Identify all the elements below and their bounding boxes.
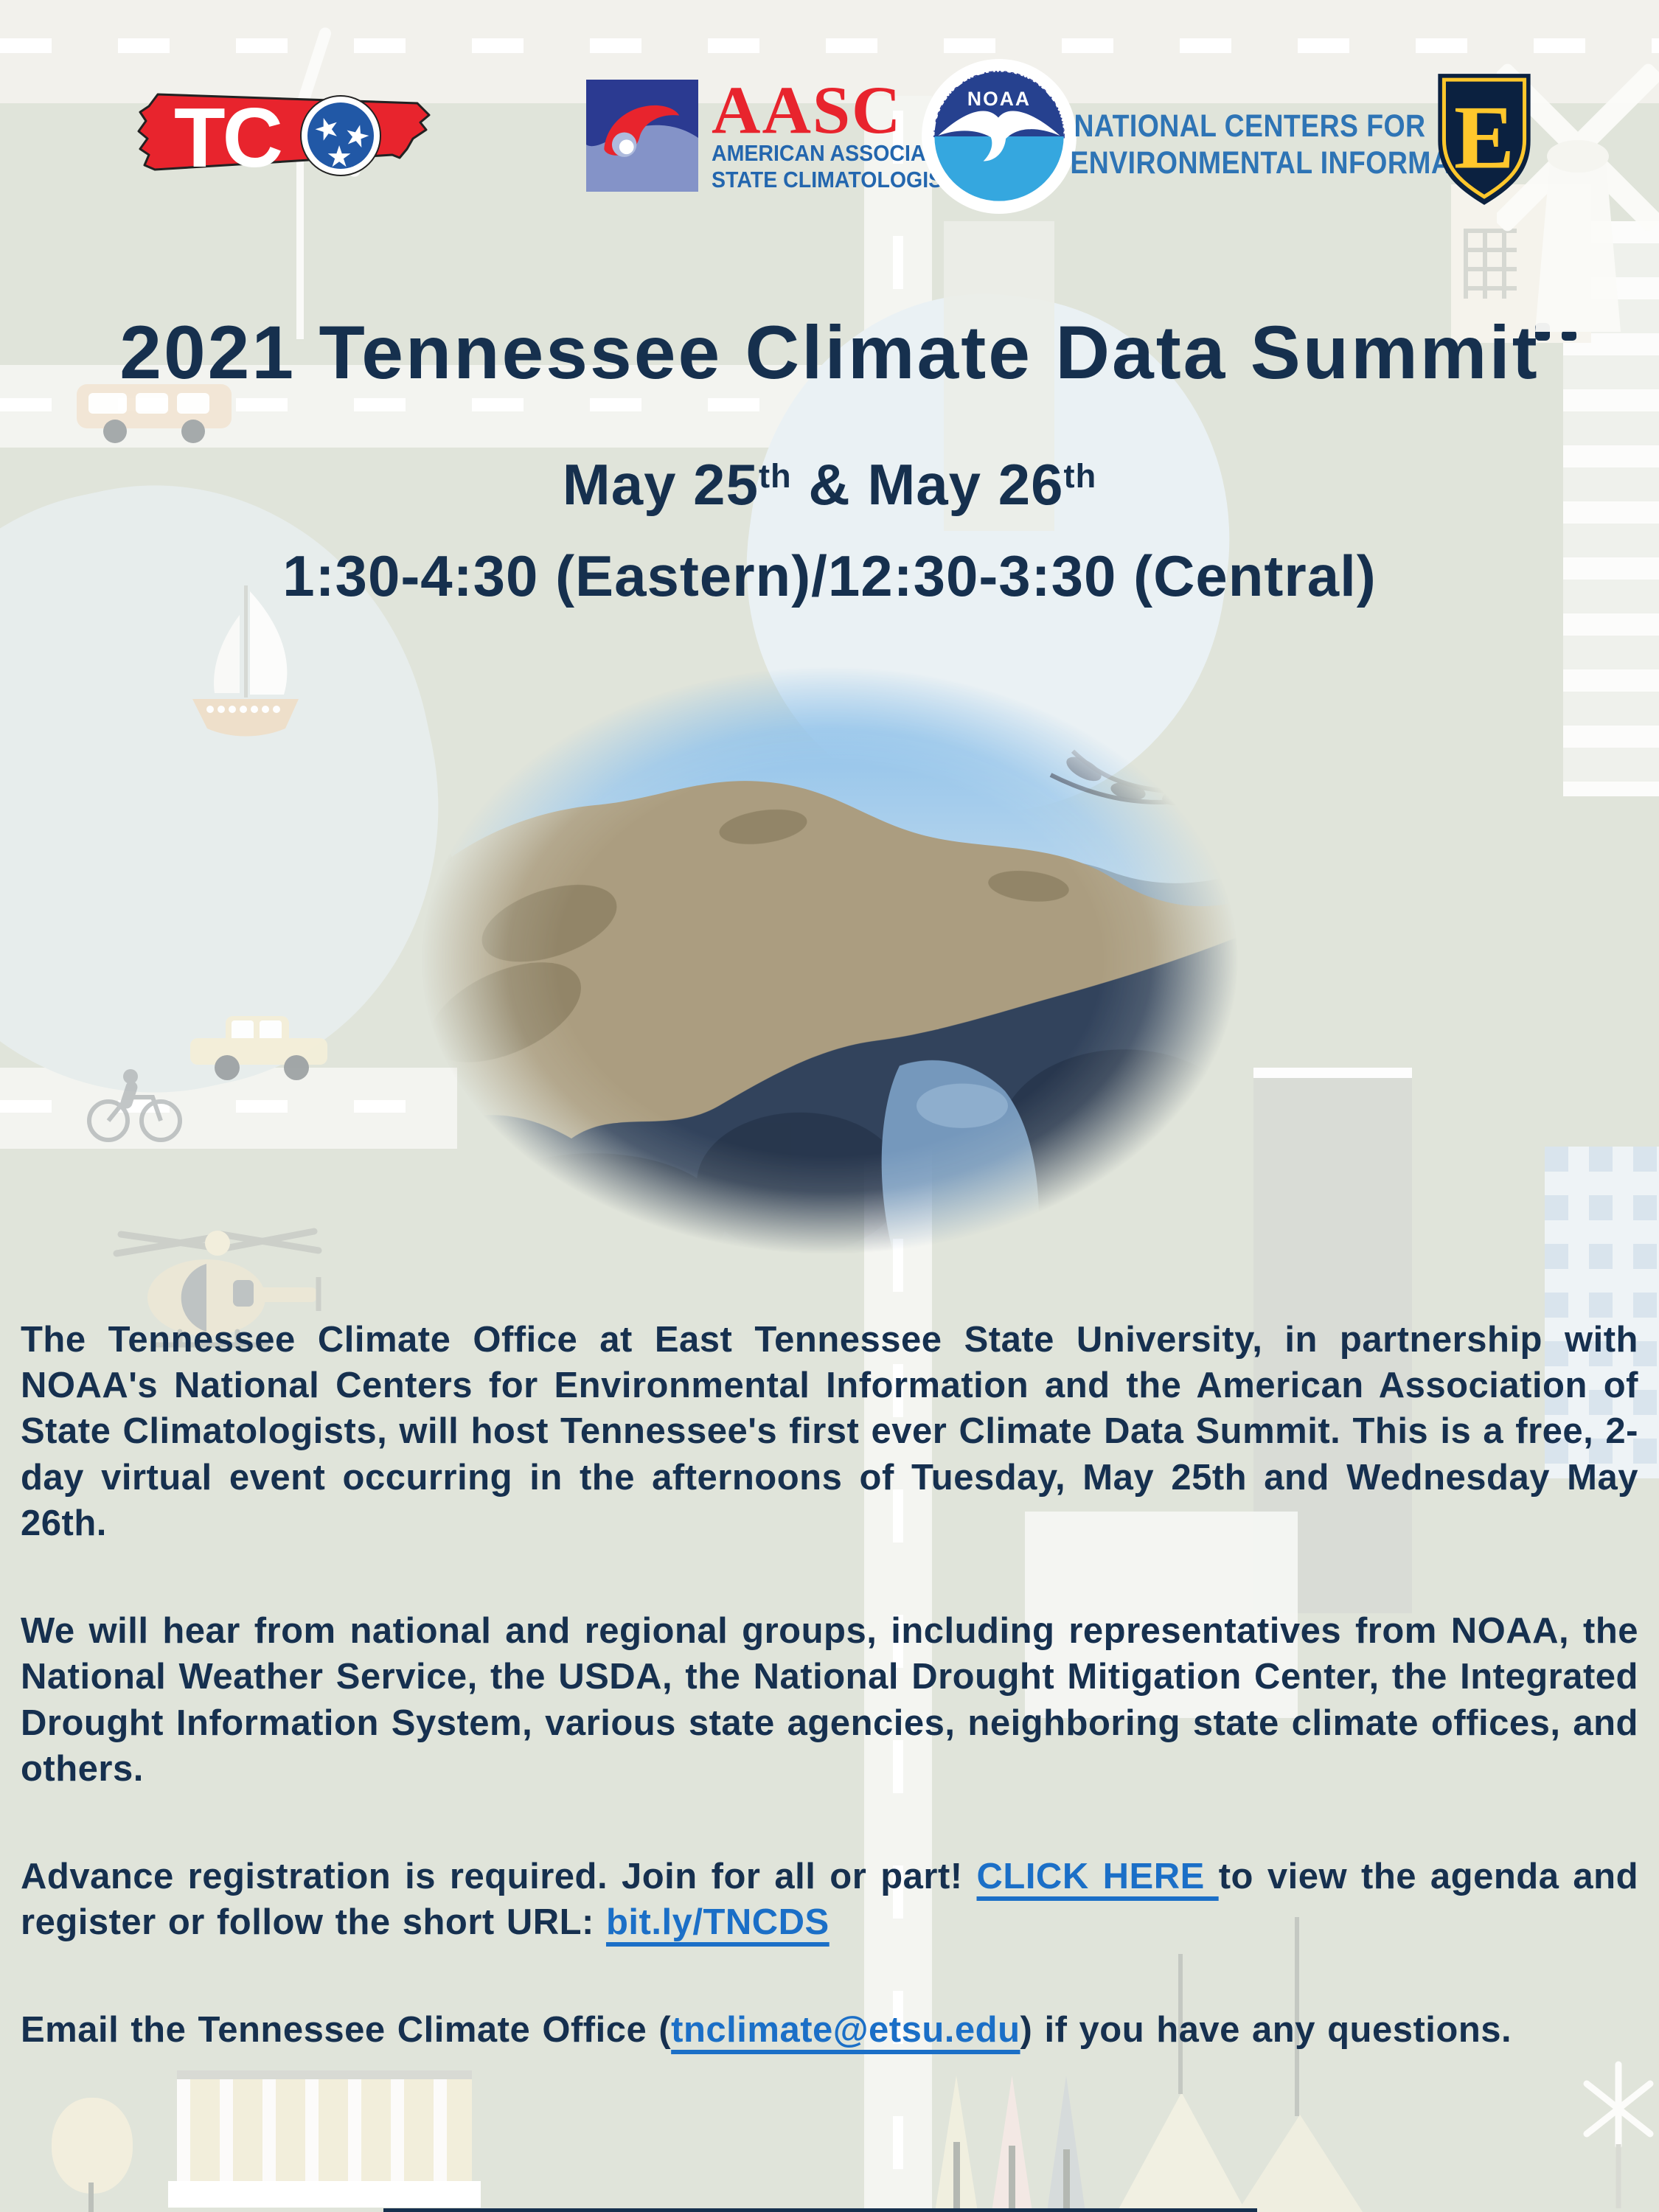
paragraph-speakers: We will hear from national and regional … xyxy=(21,1611,1638,1789)
svg-text:★: ★ xyxy=(326,141,352,173)
building-right-windows xyxy=(1545,1147,1659,1478)
event-times: 1:30-4:30 (Eastern)/12:30-3:30 (Central) xyxy=(282,543,1377,608)
noaa-seagull-icon xyxy=(938,111,1060,161)
email-text-post: ) if you have any questions. xyxy=(1020,2010,1512,2051)
noaa-logo: NATIONAL OCEANIC AND ATMOSPHERIC ADMINIS… xyxy=(920,58,1077,214)
car-icon xyxy=(190,1016,327,1080)
windmill-icon xyxy=(1497,63,1659,332)
noaa-sea-half xyxy=(934,136,1064,201)
ncei-line1: NATIONAL CENTERS FOR xyxy=(1074,108,1426,144)
tree-pine-branch-2 xyxy=(1295,1917,1299,2116)
building-white-mid-right xyxy=(1025,1512,1298,1718)
house-bottom-left-base xyxy=(168,2181,481,2208)
tree-thin-yellow-trunk xyxy=(953,2142,960,2212)
tree-thin-gray-trunk xyxy=(1063,2149,1070,2212)
noaa-wordmark: NOAA xyxy=(967,88,1031,110)
tree-pine-branch xyxy=(1178,1954,1183,2094)
ncei-line2: ENVIRONMENTAL INFORMATION xyxy=(1070,145,1517,181)
building-faint-center xyxy=(944,221,1054,531)
etsu-logo: E xyxy=(1438,74,1531,205)
date-part2: & May 26 xyxy=(791,452,1064,517)
tree-pine-2 xyxy=(1237,2115,1363,2212)
road-top-dashes xyxy=(0,38,1659,53)
tree-pine-1 xyxy=(1117,2093,1246,2212)
house-bottom-left xyxy=(177,2070,472,2183)
bus-icon xyxy=(77,384,232,443)
tristar-disc xyxy=(307,102,374,169)
navy-dot-2 xyxy=(1562,330,1576,341)
sailboat-icon xyxy=(192,585,299,737)
tree-round-left-trunk xyxy=(88,2183,94,2212)
tree-thin-pink-trunk xyxy=(1009,2146,1015,2212)
email-link[interactable]: tnclimate@etsu.edu xyxy=(671,2010,1020,2051)
lake-sheen xyxy=(917,1083,1008,1128)
aasc-acronym: AASC xyxy=(712,72,902,147)
etsu-letter: E xyxy=(1454,86,1514,187)
agenda-text: to view the agenda and register or follo… xyxy=(21,1856,1638,1943)
aasc-name-line2: STATE CLIMATOLOGISTS xyxy=(712,167,970,192)
date-sup1: th xyxy=(758,457,792,495)
tco-logo: TC ★ ★ ★ xyxy=(137,91,431,185)
event-dates: May 25th & May 26th xyxy=(0,451,1659,518)
etsu-shield xyxy=(1438,74,1531,205)
tree-round-left xyxy=(52,2098,133,2194)
date-part1: May 25 xyxy=(562,452,759,517)
aasc-wave-icon xyxy=(586,80,698,192)
registration-text: Advance registration is required. Join f… xyxy=(21,1856,977,1896)
body-copy: The Tennessee Climate Office at East Ten… xyxy=(0,1317,1659,2053)
tco-letters: TC xyxy=(174,91,282,185)
page-title: 2021 Tennessee Climate Data Summit xyxy=(119,310,1540,394)
short-url-link[interactable]: bit.ly/TNCDS xyxy=(605,1902,830,1943)
click-here-link[interactable]: CLICK HERE xyxy=(976,1856,1219,1896)
road-lower-left-dashes xyxy=(0,1100,457,1113)
cyclist-icon xyxy=(87,1069,182,1142)
bottom-edge-bar xyxy=(383,2208,1257,2212)
ncei-wordmark: NATIONAL CENTERS FOR ENVIRONMENTAL INFOR… xyxy=(1070,108,1517,181)
starburst-tree-icon xyxy=(1583,2061,1654,2208)
paragraph-registration: Advance registration is required. Join f… xyxy=(21,1854,1638,1945)
mountain-lake-photo xyxy=(417,664,1242,1257)
date-sup2: th xyxy=(1063,457,1097,495)
house-top-right-window xyxy=(1464,229,1517,299)
paragraph-contact: Email the Tennessee Climate Office (tncl… xyxy=(21,2007,1638,2053)
helicopter-icon xyxy=(113,1228,322,1348)
paragraph-intro: The Tennessee Climate Office at East Ten… xyxy=(21,1320,1638,1543)
etsu-shield-gold-outline xyxy=(1441,77,1527,199)
email-text-pre: Email the Tennessee Climate Office ( xyxy=(21,2010,672,2051)
